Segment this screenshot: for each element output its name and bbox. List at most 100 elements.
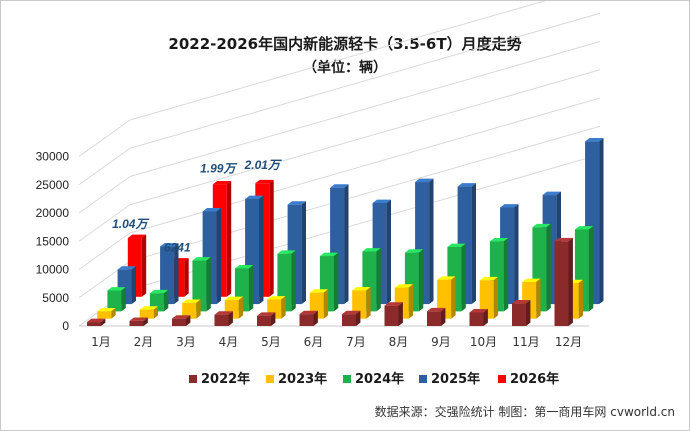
- bar: [299, 314, 314, 326]
- bar-top-face: [107, 287, 126, 291]
- bar-top-face: [479, 276, 499, 281]
- data-label: 2.01万: [244, 158, 282, 172]
- bar-top-face: [117, 266, 136, 270]
- x-tick-label: 5月: [261, 335, 281, 349]
- bar-top-face: [129, 317, 148, 321]
- bar-side-face: [493, 276, 499, 319]
- bar-side-face: [408, 284, 414, 319]
- bar-side-face: [226, 180, 232, 297]
- bar-side-face: [398, 302, 403, 326]
- bar: [469, 312, 484, 326]
- bar-top-face: [245, 195, 264, 200]
- bar: [182, 302, 197, 319]
- bar: [384, 305, 399, 326]
- bar-side-face: [186, 315, 191, 326]
- bar-side-face: [546, 223, 551, 312]
- bar: [139, 309, 154, 319]
- data-label: 1.99万: [200, 161, 237, 175]
- y-tick-label: 5000: [42, 291, 69, 305]
- bar-top-face: [309, 289, 329, 293]
- bar-side-face: [599, 137, 604, 305]
- legend-label: 2025年: [431, 371, 480, 387]
- bar-side-face: [281, 296, 286, 319]
- bar: [97, 311, 112, 319]
- bar-side-face: [386, 199, 391, 305]
- bar-top-face: [172, 315, 191, 319]
- bar-top-face: [342, 310, 361, 315]
- x-tick-label: 11月: [512, 335, 539, 349]
- bar-top-face: [585, 137, 604, 142]
- bar-side-face: [206, 257, 211, 312]
- bar-top-face: [212, 180, 232, 185]
- gridline-side: [78, 147, 131, 186]
- bar-side-face: [366, 287, 371, 319]
- bar-top-face: [234, 265, 254, 269]
- bar-top-face: [214, 311, 233, 315]
- legend-label: 2023年: [278, 371, 327, 387]
- x-tick-label: 10月: [470, 335, 497, 349]
- bar: [214, 314, 229, 326]
- bar: [257, 315, 271, 326]
- bar-top-face: [500, 204, 519, 208]
- bar-top-face: [415, 178, 434, 183]
- bar-top-face: [352, 287, 371, 291]
- bar-top-face: [372, 199, 391, 203]
- bar-side-face: [153, 306, 159, 319]
- chart-title: 2022-2026年国内新能源轻卡（3.5-6T）月度走势: [168, 35, 522, 53]
- bar-top-face: [394, 284, 414, 288]
- bar-top-face: [522, 278, 541, 282]
- bar-side-face: [483, 309, 488, 326]
- gridline-side: [78, 119, 131, 157]
- bar-top-face: [202, 208, 221, 212]
- bar-side-face: [291, 250, 296, 312]
- bar-side-face: [238, 296, 244, 319]
- bar-side-face: [471, 183, 476, 305]
- bar-top-face: [437, 276, 456, 280]
- bar-top-face: [277, 250, 296, 254]
- bar-side-face: [578, 279, 584, 319]
- bar: [427, 311, 441, 326]
- bar-top-face: [182, 299, 201, 303]
- bar: [160, 246, 175, 305]
- bar: [192, 260, 207, 312]
- bar-side-face: [248, 265, 254, 312]
- bar-side-face: [101, 318, 106, 326]
- bar-top-face: [160, 243, 179, 247]
- bar-side-face: [301, 201, 306, 305]
- bar-top-face: [469, 309, 488, 313]
- gridline: [129, 41, 601, 177]
- gridline: [129, 1, 547, 121]
- x-tick-label: 6月: [304, 335, 324, 349]
- bar-top-face: [447, 243, 466, 247]
- bar: [129, 320, 144, 326]
- bar: [107, 290, 122, 312]
- x-tick-label: 9月: [431, 335, 451, 349]
- bar-side-face: [323, 289, 329, 319]
- data-source-note: 数据来源：交强险统计 制图：第一商用车网 cvworld.cn: [374, 405, 675, 419]
- bar-side-face: [333, 252, 339, 312]
- bar-top-face: [87, 318, 106, 323]
- legend-label: 2026年: [510, 371, 559, 387]
- bar-top-face: [384, 302, 403, 306]
- bar-side-face: [269, 179, 274, 297]
- bar-top-face: [267, 296, 286, 300]
- bar-top-face: [255, 179, 274, 184]
- bar-side-face: [313, 310, 318, 326]
- bar-side-face: [271, 312, 276, 326]
- bar-top-face: [554, 237, 573, 242]
- bar: [342, 314, 356, 326]
- bar-top-face: [542, 191, 561, 196]
- bar-top-face: [574, 226, 594, 230]
- legend-swatch: [498, 375, 506, 383]
- gridline-side: [78, 176, 131, 214]
- gridline: [129, 69, 601, 206]
- bar-side-face: [228, 311, 233, 326]
- bar: [554, 241, 569, 326]
- bar-side-face: [588, 226, 594, 312]
- bar: [512, 303, 526, 326]
- bar-side-face: [568, 237, 573, 326]
- y-tick-label: 15000: [36, 234, 70, 248]
- bar-side-face: [429, 178, 434, 305]
- gridline-side: [78, 204, 131, 242]
- x-tick-label: 2月: [134, 335, 154, 349]
